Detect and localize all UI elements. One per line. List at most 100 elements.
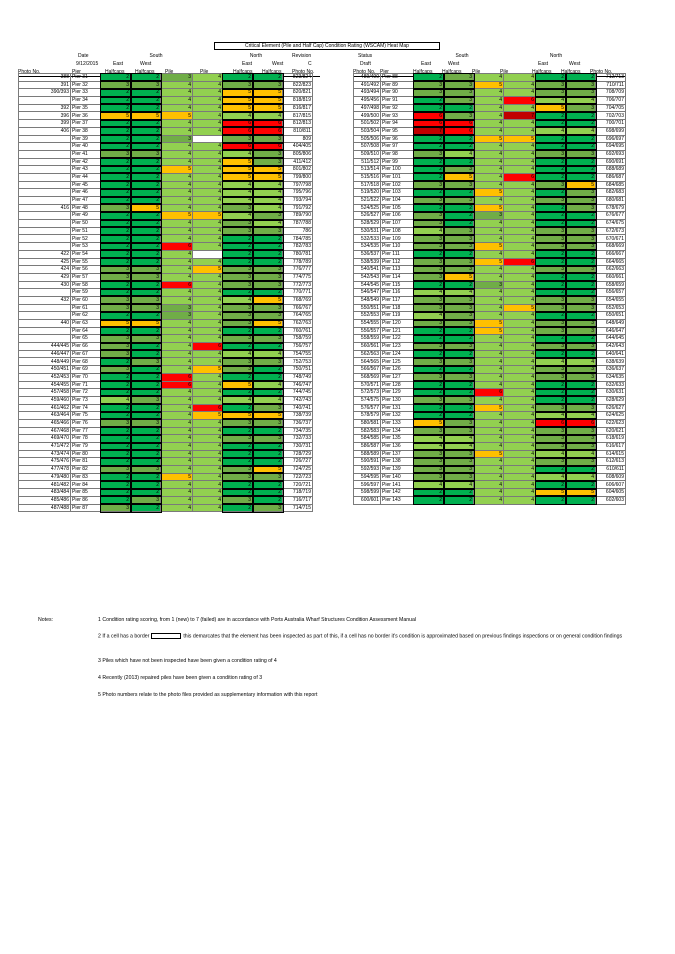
- right-row: 550/551 Pier 118 3 3 4 5 3 3 652/653: [353, 303, 626, 313]
- right-row: 576/577 Pier 131 2 2 5 4 3 3 626/627: [353, 403, 626, 413]
- rating-cell: 3: [222, 334, 253, 344]
- rating-cell: 4: [503, 418, 536, 428]
- rating-cell: 3: [100, 265, 131, 274]
- rating-cell: 2: [130, 288, 161, 297]
- rating-cell: 4: [473, 295, 504, 305]
- rating-cell: 2: [413, 349, 444, 359]
- left-row: Pier 34 2 2 4 4 5 5 818/819: [18, 96, 313, 105]
- rating-cell: 2: [535, 134, 566, 144]
- rating-cell: 4: [160, 80, 193, 90]
- rating-cell: 3: [222, 219, 253, 228]
- right-row: 600/601 Pier 143 2 2 4 4 2 2 602/603: [353, 495, 626, 505]
- rating-cell: 4: [473, 88, 504, 98]
- rating-cell: 3: [443, 426, 474, 436]
- photo-number-cell: 391: [18, 80, 71, 90]
- rating-cell: 4: [473, 196, 504, 205]
- photo-number-cell: 485/486: [18, 495, 71, 505]
- rating-cell: 4: [503, 457, 536, 467]
- photo-number-cell: 762/763: [282, 319, 313, 328]
- rating-cell: 3: [443, 465, 474, 474]
- rating-cell: 4: [503, 319, 536, 328]
- notes-label: Notes:: [38, 617, 53, 623]
- left-row: 465/466 Pier 76 3 3 4 4 3 3 736/737: [18, 418, 313, 428]
- rating-cell: 4: [160, 265, 193, 274]
- rating-cell: 3: [222, 365, 253, 374]
- rating-cell: 2: [443, 380, 474, 390]
- rating-cell: 4: [252, 203, 283, 213]
- rating-cell: 3: [443, 457, 474, 467]
- photo-number-cell: 799/800: [282, 172, 313, 182]
- rating-cell: 4: [192, 334, 223, 344]
- left-row: 424 Pier 56 3 3 4 5 3 3 776/777: [18, 265, 313, 274]
- pier-cell: Pier 135: [380, 434, 414, 443]
- rating-cell: 2: [100, 88, 131, 98]
- photo-number-cell: 756/757: [282, 342, 313, 351]
- left-row: 471/472 Pier 79 2 2 4 4 2 2 730/731: [18, 442, 313, 451]
- right-row: 493/494 Pier 90 3 3 4 4 3 3 708/709: [353, 88, 626, 98]
- rating-cell: 4: [565, 472, 596, 482]
- rating-cell: 3: [413, 265, 444, 274]
- rating-cell: 4: [473, 418, 504, 428]
- rating-cell: 4: [473, 357, 504, 367]
- rating-cell: 2: [413, 488, 444, 497]
- rating-cell: 3: [565, 149, 596, 159]
- photo-number-cell: 487/488: [18, 503, 71, 513]
- pier-cell: Pier 35: [70, 103, 101, 113]
- rating-cell: 5: [473, 319, 504, 328]
- rating-cell: 2: [565, 211, 596, 221]
- pier-cell: Pier 65: [70, 334, 101, 344]
- rating-cell: 3: [252, 134, 283, 144]
- rating-cell: 2: [535, 311, 566, 320]
- rating-cell: 2: [130, 411, 161, 420]
- photo-number-cell: 546/547: [353, 288, 381, 297]
- left-row: Pier 65 3 3 4 4 3 3 758/759: [18, 334, 313, 344]
- right-row: 556/557 Pier 121 2 2 5 4 3 3 646/647: [353, 326, 626, 336]
- photo-number-cell: 636/637: [595, 365, 626, 374]
- photo-number-cell: 674/675: [595, 219, 626, 228]
- pier-cell: Pier 128: [380, 380, 414, 390]
- pier-cell: Pier 45: [70, 180, 101, 190]
- pier-cell: Pier 80: [70, 449, 101, 459]
- rating-cell: 2: [100, 403, 131, 413]
- rating-cell: 3: [443, 180, 474, 190]
- rating-cell: 3: [413, 395, 444, 405]
- rating-cell: 5: [252, 88, 283, 98]
- rating-cell: 3: [130, 495, 161, 505]
- left-row: Pier 51 2 2 4 4 3 3 786: [18, 226, 313, 236]
- rating-cell: 3: [252, 334, 283, 344]
- rating-cell: 3: [413, 80, 444, 90]
- rating-cell: 3: [413, 372, 444, 382]
- rating-cell: 4: [160, 357, 193, 367]
- left-row: Pier 62 2 2 3 4 3 3 764/765: [18, 311, 313, 320]
- rating-cell: 4: [413, 480, 444, 490]
- left-row: 469/470 Pier 78 2 2 4 4 3 3 732/733: [18, 434, 313, 443]
- rating-cell: 4: [252, 111, 283, 121]
- rating-cell: 2: [252, 457, 283, 467]
- rating-cell: 4: [160, 434, 193, 443]
- rating-cell: 6: [160, 280, 193, 290]
- rating-cell: 5: [192, 365, 223, 374]
- right-pier-col: Pier: [380, 69, 389, 75]
- rating-cell: 6: [565, 418, 596, 428]
- rating-cell: 2: [100, 142, 131, 151]
- rating-cell: 4: [503, 142, 536, 151]
- photo-number-cell: 507/508: [353, 142, 381, 151]
- rating-cell: 6: [535, 418, 566, 428]
- rating-cell: 4: [192, 234, 223, 244]
- photo-number-cell: [18, 234, 71, 244]
- rating-cell: 2: [443, 495, 474, 505]
- rating-cell: 2: [443, 326, 474, 336]
- right-row: 524/525 Pier 105 2 2 5 4 2 3 678/679: [353, 203, 626, 213]
- left-row: 452/453 Pier 70 2 2 6 4 2 2 748/749: [18, 372, 313, 382]
- rating-cell: 4: [252, 349, 283, 359]
- rating-cell: 5: [192, 211, 223, 221]
- rating-cell: 3: [222, 434, 253, 443]
- photo-number-cell: 696/697: [595, 134, 626, 144]
- left-row: 477/478 Pier 82 3 3 4 4 3 5 724/725: [18, 465, 313, 474]
- right-west-header: West: [448, 61, 460, 67]
- rating-cell: 2: [413, 142, 444, 151]
- rating-cell: 2: [100, 388, 131, 397]
- photo-number-cell: 513/514: [353, 165, 381, 174]
- rating-cell: 3: [252, 149, 283, 159]
- right-row: 519/520 Pier 103 2 2 5 4 2 3 682/683: [353, 188, 626, 197]
